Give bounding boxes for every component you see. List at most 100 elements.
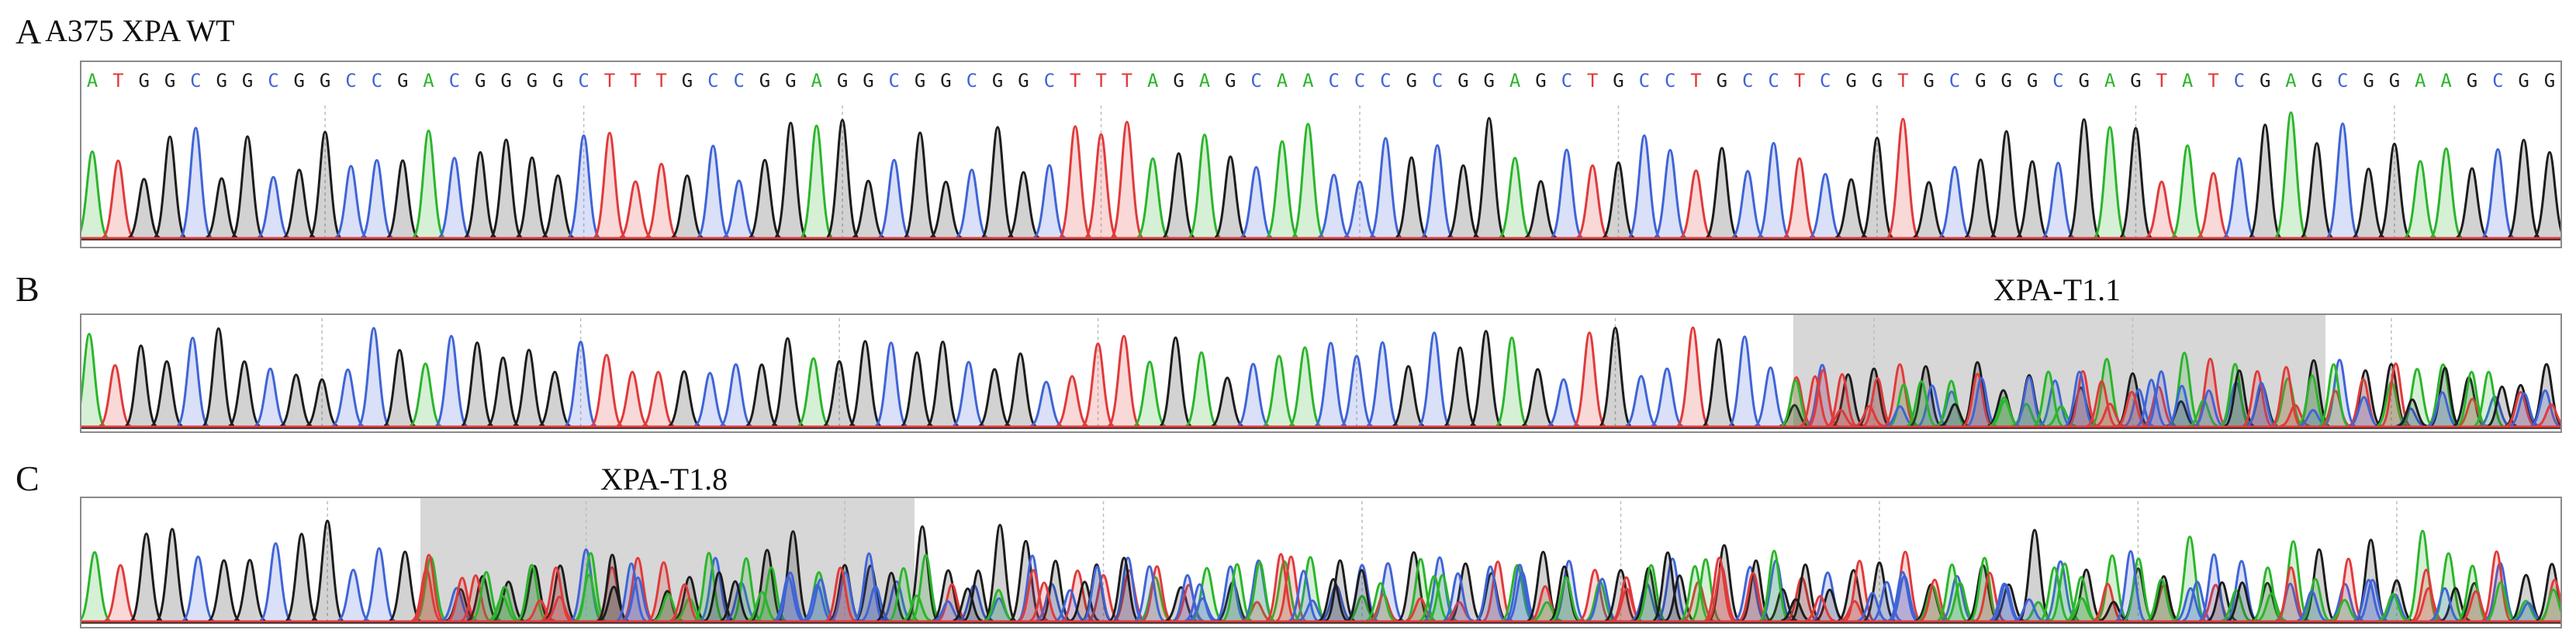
peak-C	[362, 547, 396, 622]
base-call-8: G	[294, 70, 305, 92]
base-call-27: G	[785, 70, 796, 92]
peak-C	[2481, 148, 2515, 239]
peak-T	[1883, 363, 1917, 428]
base-call-49: C	[1354, 70, 1365, 92]
peak-G	[1008, 539, 1043, 622]
peak-A	[516, 563, 548, 622]
base-call-45: C	[1250, 70, 1261, 92]
peak-G	[2300, 142, 2334, 239]
peak-C	[1420, 144, 1454, 239]
peak-G	[538, 370, 572, 428]
peak-A	[1294, 556, 1327, 622]
peak-T	[2505, 390, 2536, 428]
base-call-38: T	[1070, 70, 1081, 92]
peak-A	[2405, 529, 2440, 622]
peak-T	[593, 131, 627, 239]
peak-A-fill	[2539, 590, 2560, 621]
peak-A	[1945, 581, 1976, 622]
peak-T	[1058, 125, 1092, 239]
peak-C	[566, 134, 601, 239]
peak-A	[653, 593, 684, 622]
peak-C	[2198, 553, 2230, 622]
peak-G	[848, 340, 883, 428]
peak-C	[2296, 590, 2328, 622]
peak-G	[541, 174, 575, 239]
peak-T	[447, 576, 478, 622]
peak-A	[2401, 368, 2434, 428]
peak-C	[616, 562, 647, 622]
base-call-58: T	[1587, 70, 1598, 92]
peak-G	[2377, 142, 2412, 239]
peak-C	[254, 367, 287, 428]
base-call-44: G	[1225, 70, 1236, 92]
peak-G	[823, 360, 856, 428]
peak-C	[699, 556, 732, 622]
peak-G	[2533, 151, 2560, 239]
peak-T	[2194, 357, 2227, 428]
base-call-19: C	[578, 70, 589, 92]
peak-G	[230, 135, 265, 239]
peak-T	[2086, 379, 2118, 428]
base-call-72: C	[1949, 70, 1960, 92]
base-call-56: G	[1535, 70, 1546, 92]
peak-C	[2529, 389, 2560, 428]
peak-G	[282, 168, 316, 239]
chromatogram-panel-c	[80, 497, 2562, 628]
peak-A	[1906, 380, 1937, 428]
peak-T	[1107, 334, 1141, 428]
peak-G	[486, 356, 520, 428]
peak-G	[1664, 574, 1696, 622]
base-call-84: G	[2260, 70, 2270, 92]
peak-A	[2093, 126, 2127, 239]
peak-A	[797, 357, 830, 428]
peak-T	[1482, 560, 1513, 622]
base-call-91: A	[2440, 70, 2452, 92]
base-call-71: G	[1923, 70, 1934, 92]
base-call-37: C	[1044, 70, 1055, 92]
peak-G	[980, 126, 1015, 239]
base-call-35: G	[992, 70, 1003, 92]
peak-T	[936, 583, 968, 622]
peak-C	[1340, 355, 1374, 428]
peak-T	[1018, 569, 1049, 622]
base-call-94: G	[2518, 70, 2529, 92]
peak-C	[1756, 141, 1791, 239]
peak-G	[1912, 181, 1945, 239]
peak-T	[1081, 342, 1115, 428]
peak-G	[750, 549, 784, 622]
base-call-43: A	[1199, 70, 1211, 92]
panel-title-a: A375 XPA WT	[45, 13, 235, 48]
base-call-51: G	[1406, 70, 1416, 92]
peak-A	[799, 124, 834, 239]
peak-G	[2397, 398, 2428, 428]
peak-C	[1371, 562, 1405, 622]
peak-T	[590, 353, 624, 428]
peak-C	[334, 164, 368, 239]
peak-G	[127, 178, 161, 239]
peak-C	[1442, 572, 1474, 622]
peak-C	[693, 372, 727, 428]
peak-C	[1651, 367, 1684, 428]
peak-C	[2063, 370, 2095, 428]
peak-G	[2509, 573, 2543, 622]
peak-A	[487, 594, 518, 622]
peak-G	[1598, 327, 1633, 428]
peak-C	[1966, 376, 1997, 428]
base-call-30: G	[863, 70, 873, 92]
peak-T	[669, 583, 700, 622]
peak-C	[1885, 405, 1915, 428]
peak-G	[745, 363, 779, 428]
peak-A	[1635, 564, 1667, 622]
peak-G	[382, 348, 417, 428]
peak-C	[1313, 341, 1348, 428]
base-call-5: G	[216, 70, 227, 92]
peak-C	[1627, 134, 1661, 239]
peak-C	[1506, 570, 1538, 622]
peak-A	[1989, 396, 2020, 428]
peak-G	[515, 156, 549, 239]
peak-C	[434, 334, 469, 428]
peak-G	[389, 550, 422, 622]
base-call-61: C	[1665, 70, 1675, 92]
base-call-83: C	[2234, 70, 2245, 92]
peak-A	[2188, 399, 2219, 428]
